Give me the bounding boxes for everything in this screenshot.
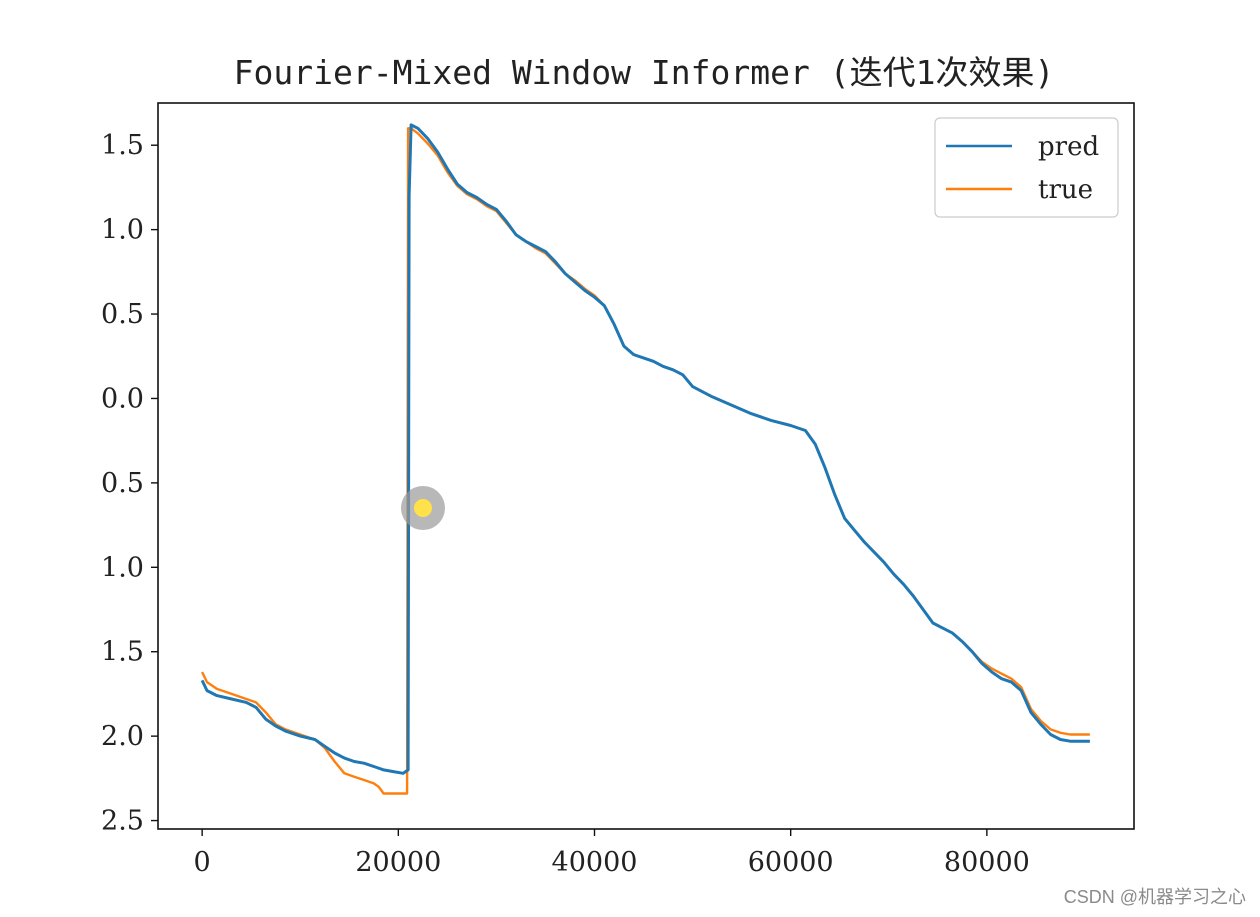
x-tick-label: 80000 bbox=[944, 847, 1030, 878]
plot-frame bbox=[157, 102, 1135, 830]
legend-true-label: true bbox=[1038, 175, 1093, 205]
y-tick-label: 0.5 bbox=[101, 468, 144, 499]
y-tick-label: 0.5 bbox=[101, 299, 144, 330]
watermark: CSDN @机器学习之心 bbox=[1063, 887, 1246, 907]
series-pred-line bbox=[200, 123, 1090, 775]
y-tick-label: 1.0 bbox=[101, 552, 144, 583]
legend: pred true bbox=[934, 117, 1119, 218]
y-tick-label: 2.0 bbox=[101, 721, 144, 752]
y-tick-label: 1.0 bbox=[101, 215, 144, 246]
y-tick-label: 0.0 bbox=[101, 383, 144, 414]
y-tick-label: 2.5 bbox=[101, 806, 144, 837]
y-tick-label: 1.5 bbox=[101, 130, 144, 161]
chart-title: Fourier-Mixed Window Informer (迭代1次效果) bbox=[234, 53, 1055, 92]
x-tick-label: 0 bbox=[194, 847, 211, 878]
y-tick-label: 1.5 bbox=[101, 637, 144, 668]
x-tick-label: 60000 bbox=[748, 847, 834, 878]
cursor-indicator bbox=[401, 486, 445, 530]
axes-layer: 0 20000 40000 60000 80000 1.5 1.0 0.5 0.0 0.5 1.0 1… bbox=[101, 130, 1030, 878]
x-tick-label: 20000 bbox=[355, 847, 441, 878]
series-layer bbox=[200, 123, 1090, 795]
series-true-line bbox=[201, 127, 1090, 795]
x-tick-label: 40000 bbox=[552, 847, 638, 878]
legend-pred-label: pred bbox=[1038, 132, 1099, 162]
legend-box bbox=[934, 117, 1119, 218]
